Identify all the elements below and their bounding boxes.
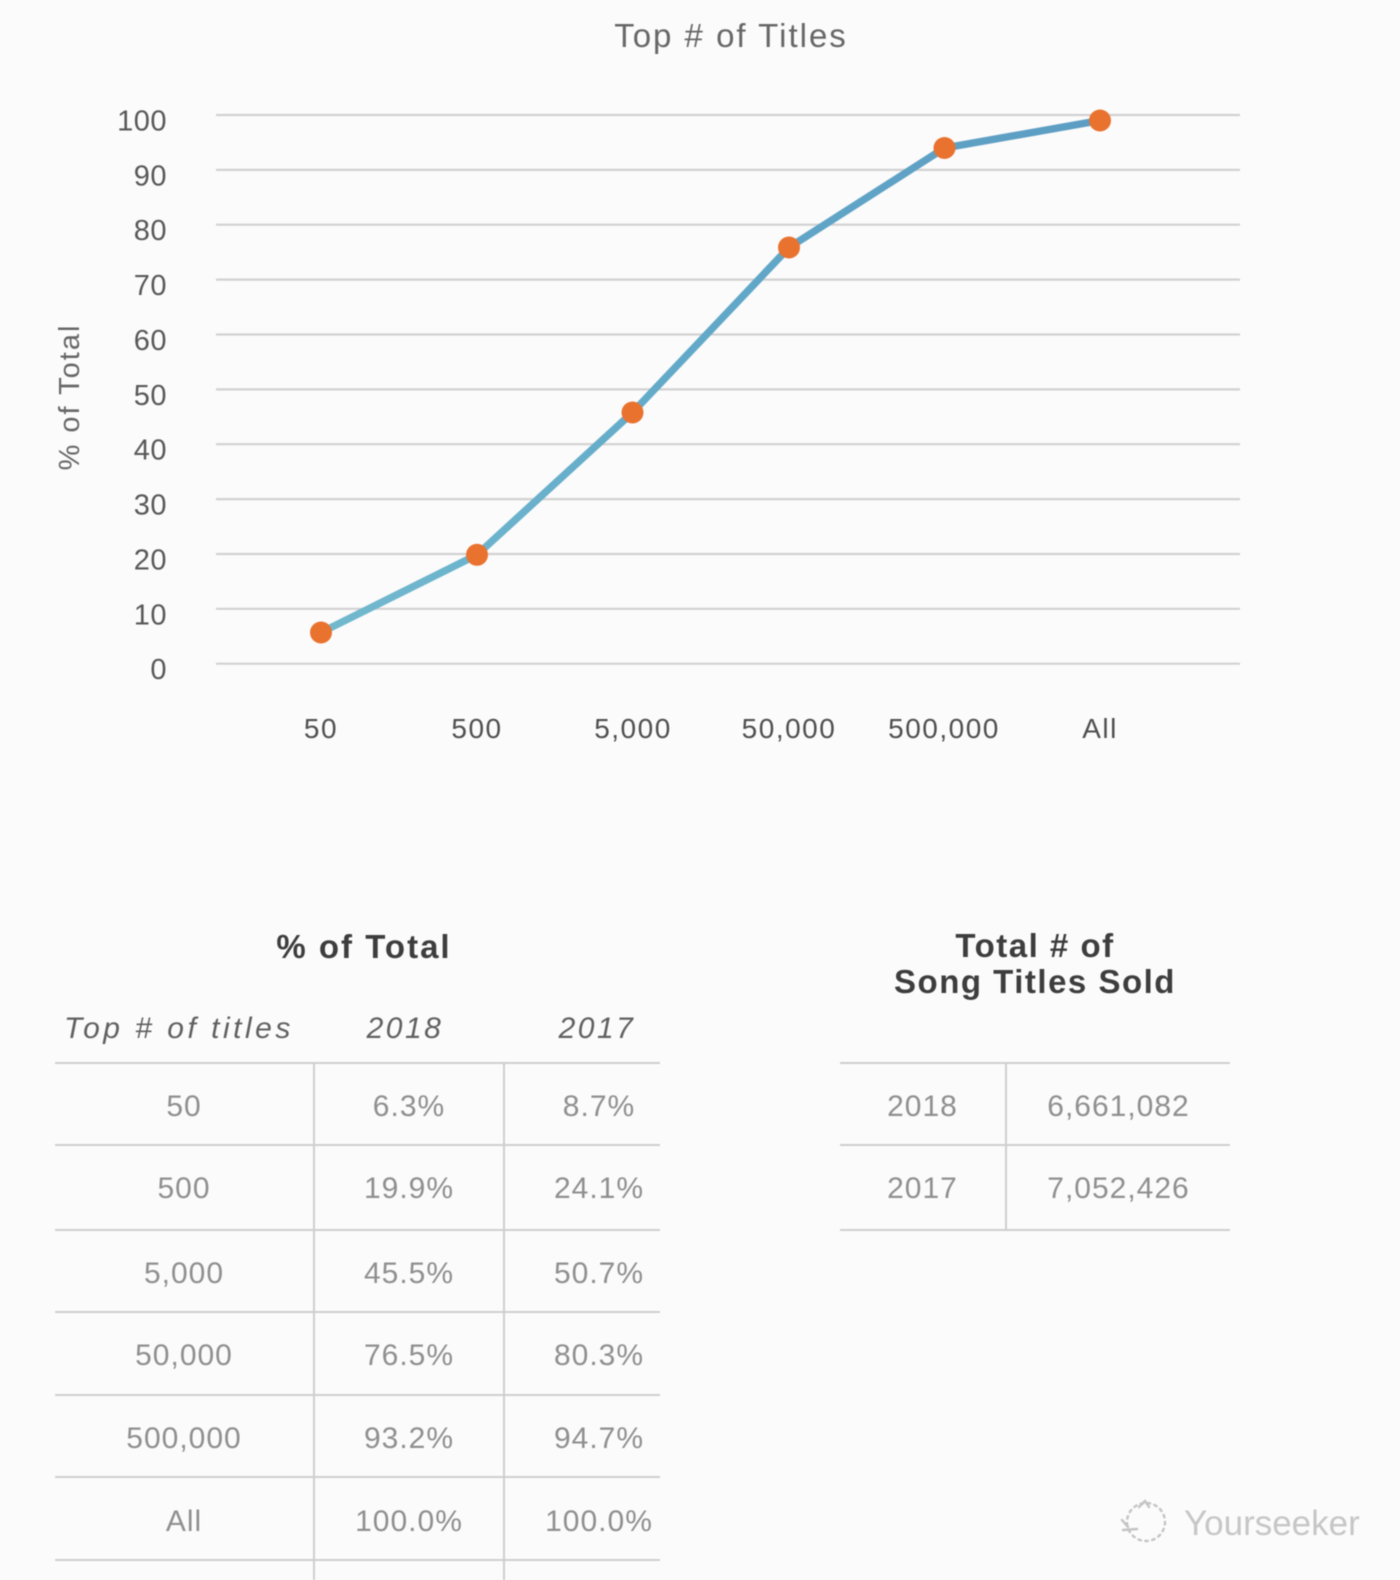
svg-text:5,000: 5,000	[594, 713, 672, 744]
svg-text:20: 20	[134, 545, 167, 577]
svg-text:40: 40	[134, 435, 167, 467]
svg-text:80: 80	[134, 215, 167, 247]
svg-text:50,000: 50,000	[742, 713, 837, 744]
svg-text:70: 70	[134, 270, 167, 302]
svg-text:Top # of Titles: Top # of Titles	[614, 17, 848, 54]
svg-text:500: 500	[451, 713, 502, 744]
svg-text:Yourseeker: Yourseeker	[1184, 1504, 1360, 1543]
svg-text:90: 90	[134, 160, 167, 192]
svg-text:0: 0	[150, 654, 167, 686]
svg-text:100: 100	[117, 106, 167, 138]
svg-text:% of Total: % of Total	[54, 324, 86, 471]
svg-text:10: 10	[134, 599, 167, 631]
svg-text:All: All	[1082, 713, 1118, 744]
svg-text:30: 30	[134, 490, 167, 522]
svg-text:50: 50	[134, 380, 167, 412]
svg-text:500,000: 500,000	[888, 713, 1000, 744]
svg-text:50: 50	[304, 713, 338, 744]
svg-text:60: 60	[134, 325, 167, 357]
